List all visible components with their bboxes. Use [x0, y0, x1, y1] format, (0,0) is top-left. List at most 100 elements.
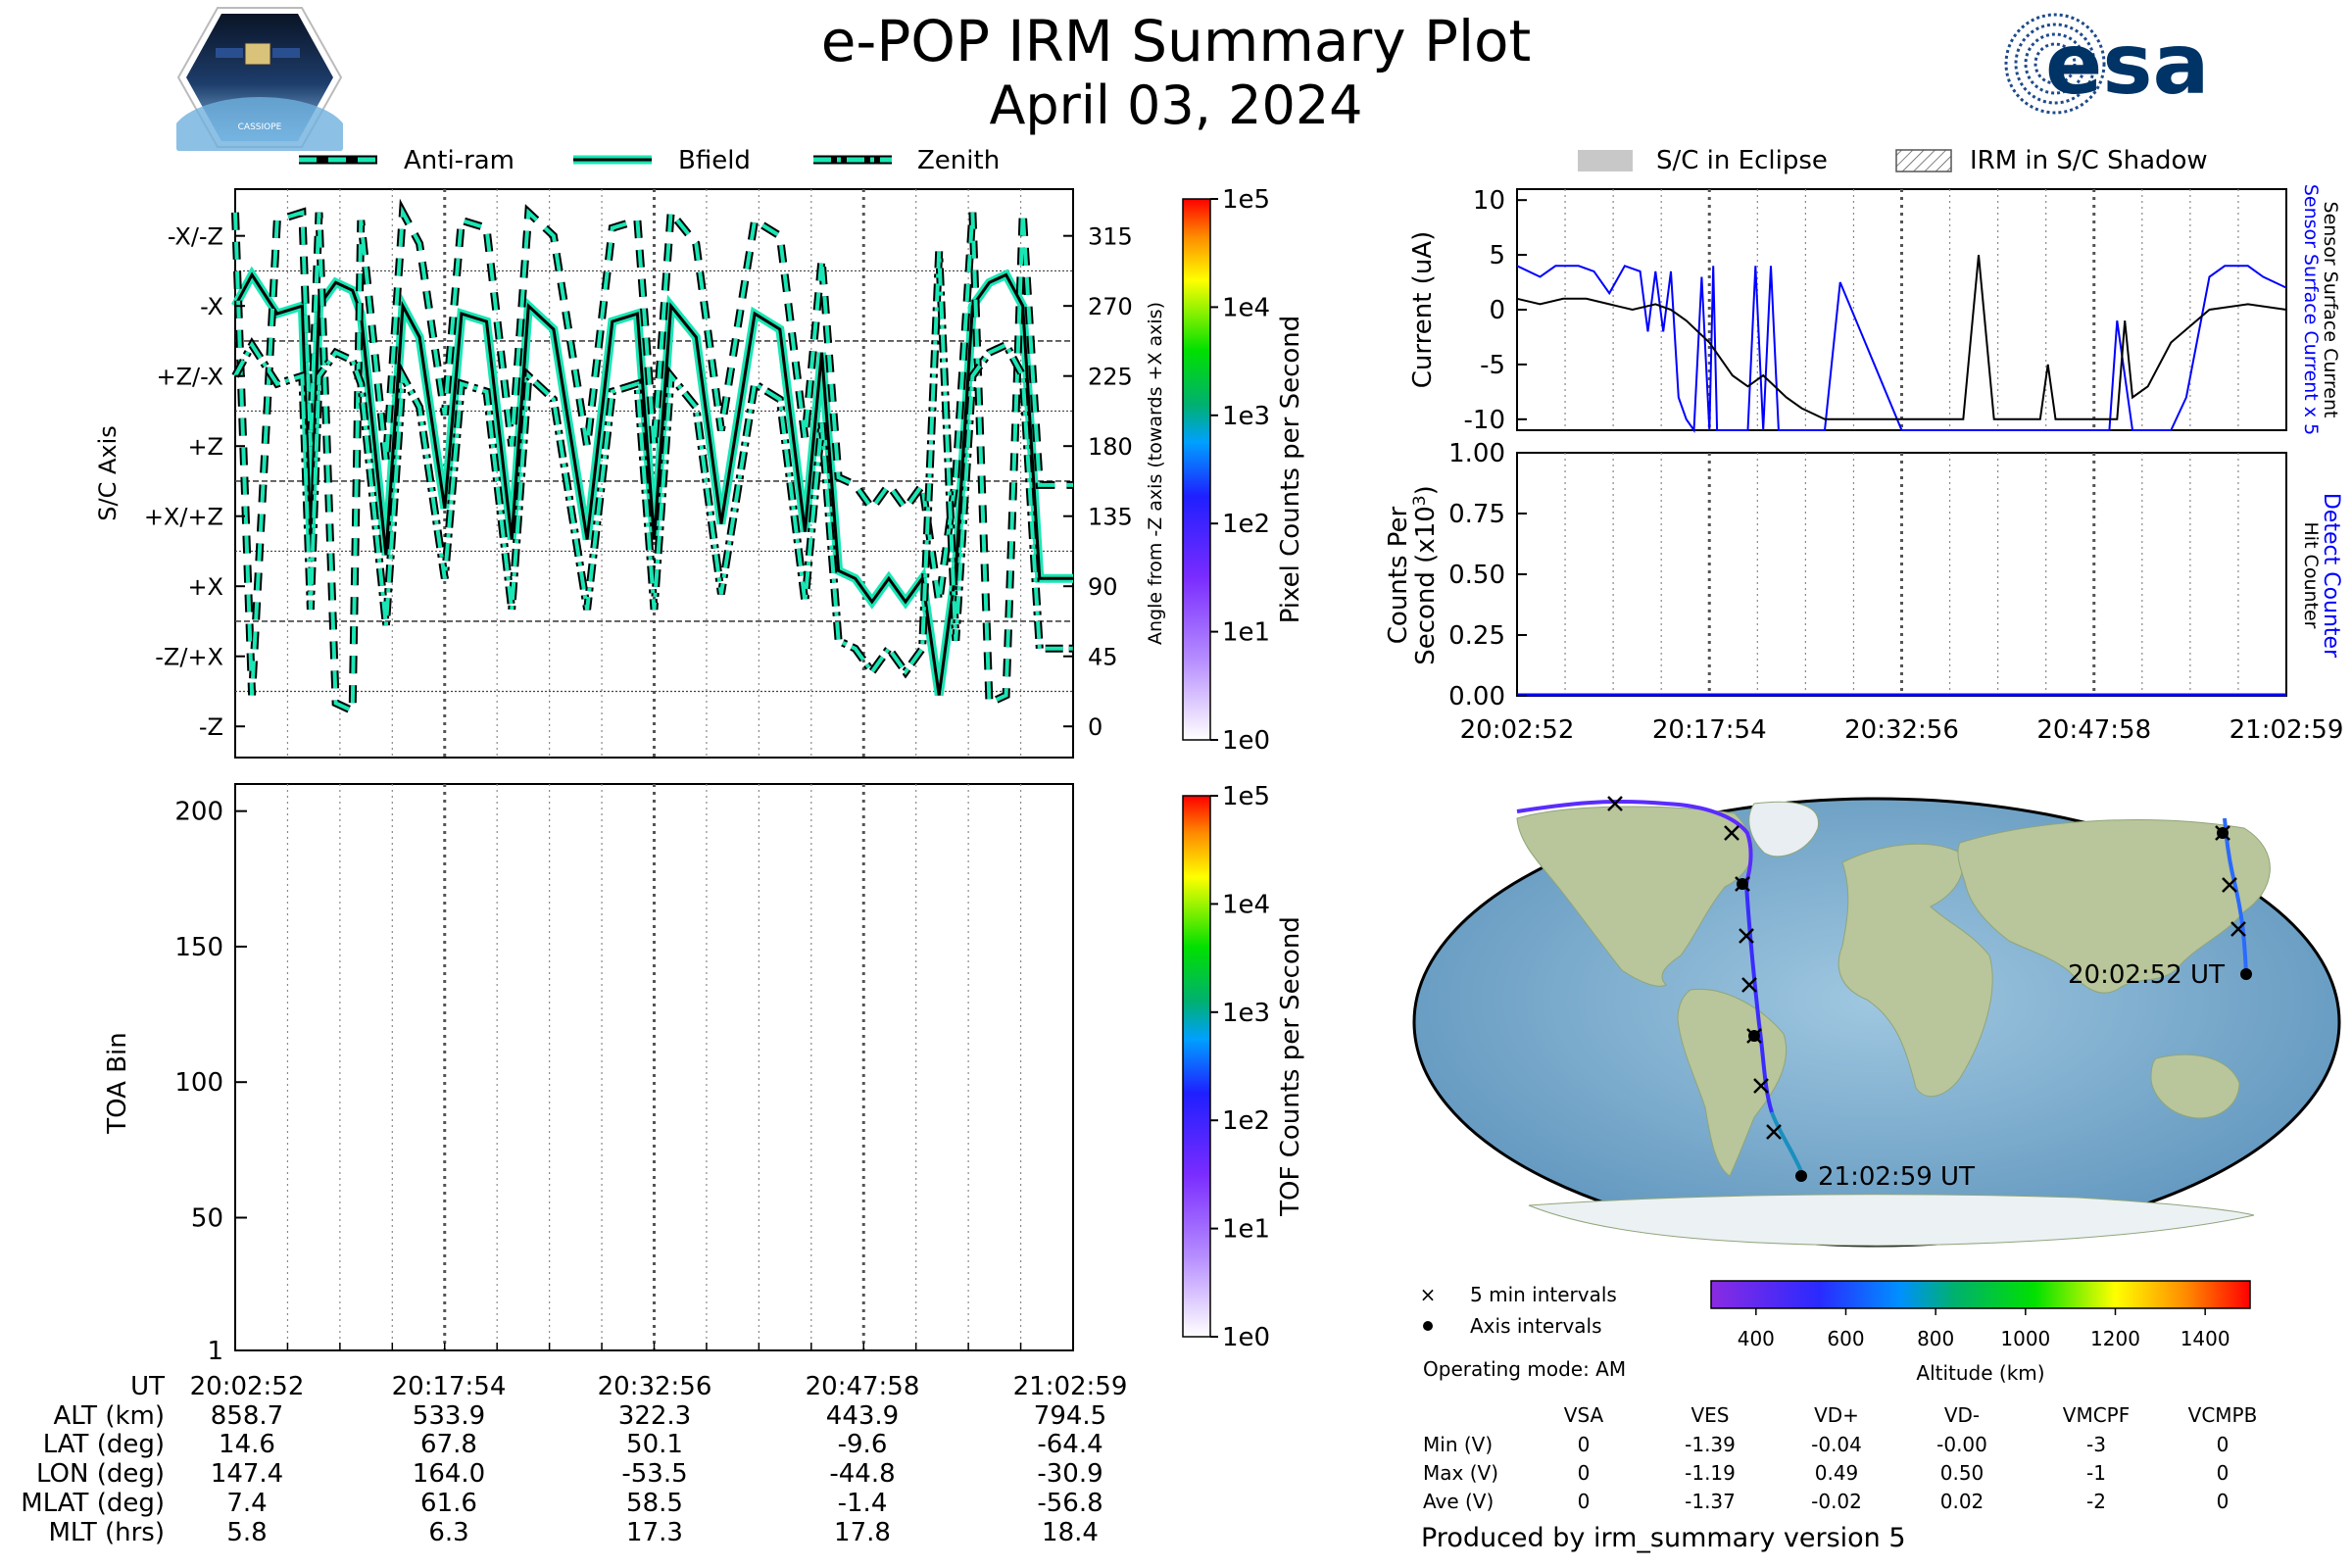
interval-cross	[1739, 928, 1754, 944]
map-end-label: 21:02:59 UT	[1818, 1162, 1975, 1192]
toa-tick-label: 200	[174, 798, 223, 827]
legend-shadow: IRM in S/C Shadow	[1970, 146, 2208, 175]
counts-panel: 1.00 0.75 0.50 0.25 0.00 20:02:52 20:17:54 20:…	[1384, 439, 2343, 745]
altitude-tick-label: 1400	[2180, 1327, 2230, 1350]
orbit-track-segment-2	[1744, 883, 1774, 1113]
ephemeris-cell: 164.0	[413, 1459, 485, 1489]
toa-tick-label: 150	[174, 933, 223, 962]
ephemeris-cell: 50.1	[626, 1430, 683, 1459]
current-ylabel: Current (uA)	[1408, 231, 1438, 388]
voltage-header: VES	[1690, 1403, 1729, 1427]
current-tick-label: -10	[1464, 406, 1505, 435]
map-start-label: 20:02:52 UT	[2068, 960, 2225, 990]
axis-interval-dot	[1737, 878, 1748, 890]
colorbar-tick-label: 1e4	[1222, 890, 1270, 919]
colorbar-tick-label: 1e0	[1222, 726, 1270, 756]
voltage-cell: -3	[2086, 1433, 2106, 1456]
ephemeris-cell: 20:17:54	[392, 1372, 507, 1401]
antarctica-shape	[1528, 1194, 2255, 1247]
ephemeris-cell: 58.5	[626, 1489, 683, 1518]
ephemeris-cell: -1.4	[838, 1489, 888, 1518]
legend-axis-intervals: Axis intervals	[1470, 1314, 1602, 1338]
toa-ylabel: TOA Bin	[103, 1032, 132, 1134]
voltage-cell: -1.19	[1685, 1461, 1736, 1485]
sc-axis-tick-label: +X/+Z	[144, 504, 223, 531]
ephemeris-cell: 322.3	[618, 1401, 691, 1431]
bfield-line	[233, 271, 1073, 696]
legend-bfield: Bfield	[678, 146, 751, 175]
sc-axis-right-label: Angle from -Z axis (towards +X axis)	[1145, 302, 1166, 645]
time-tick-label: 20:02:52	[1460, 715, 1575, 745]
interval-cross	[1766, 1124, 1782, 1140]
angle-tick-label: 135	[1088, 504, 1133, 531]
sc-axis-panel: -X/-Z 315 -X 270 +Z/-X 225 +Z 180 +X/+Z 135 +X 90 -Z…	[94, 188, 1166, 759]
time-tick-label: 20:32:56	[1844, 715, 1959, 745]
sc-axis-tick-label: +Z	[187, 433, 223, 461]
ephemeris-header: LON (deg)	[36, 1459, 165, 1489]
sensor-current-line	[1516, 255, 2287, 420]
ephemeris-cell: 533.9	[413, 1401, 485, 1431]
ephemeris-header: MLAT (deg)	[21, 1489, 165, 1518]
ephemeris-cell: -44.8	[829, 1459, 895, 1489]
voltage-row-label: Min (V)	[1423, 1433, 1493, 1456]
page-title: e-POP IRM Summary Plot	[820, 8, 1532, 74]
angle-tick-label: 225	[1088, 364, 1133, 391]
counts-tick-label: 1.00	[1448, 439, 1505, 468]
voltage-table: VSA VES VD+ VD- VMCPF VCMPB Min (V) 0 -1.39 -0.04…	[1423, 1403, 2257, 1513]
altitude-colorbar: 400 600 800 1000 1200 1400 Altitude (km)	[1710, 1280, 2251, 1385]
legend-zenith: Zenith	[917, 146, 1000, 175]
voltage-row-label: Max (V)	[1423, 1461, 1498, 1485]
ephemeris-header: LAT (deg)	[43, 1430, 165, 1459]
angle-tick-label: 0	[1088, 713, 1102, 741]
map-legend: × 5 min intervals Axis intervals Operati…	[1420, 1283, 1626, 1381]
altitude-tick-label: 600	[1827, 1327, 1864, 1350]
voltage-cell: 0.02	[1940, 1490, 1984, 1513]
sc-axis-tick-label: -X	[200, 293, 223, 320]
altitude-colorbar-label: Altitude (km)	[1916, 1361, 2044, 1385]
colorbar-tick-label: 1e5	[1222, 782, 1270, 811]
ephemeris-cell: 20:32:56	[598, 1372, 712, 1401]
voltage-cell: -1	[2086, 1461, 2106, 1485]
axis-interval-dot	[2240, 968, 2252, 980]
voltage-cell: 0	[2217, 1461, 2230, 1485]
sc-axis-legend: Anti-ram Bfield Zenith	[299, 146, 1000, 175]
axis-interval-dot	[2217, 827, 2229, 839]
ephemeris-cell: 20:02:52	[190, 1372, 305, 1401]
sc-axis-tick-label: -X/-Z	[168, 223, 223, 251]
voltage-header: VSA	[1564, 1403, 1604, 1427]
colorbar-tick-label: 1e4	[1222, 293, 1270, 322]
pixel-colorbar: 1e0 1e1 1e2 1e3 1e4 1e5 Pixel Counts per Seco…	[1182, 185, 1305, 756]
altitude-tick-label: 1200	[2090, 1327, 2140, 1350]
interval-cross	[2222, 877, 2237, 893]
tof-colorbar: 1e0 1e1 1e2 1e3 1e4 1e5 TOF Counts per Second	[1182, 782, 1305, 1352]
ephemeris-cell: 443.9	[826, 1401, 899, 1431]
time-tick-label: 20:47:58	[2036, 715, 2151, 745]
angle-tick-label: 180	[1088, 433, 1133, 461]
voltage-cell: -2	[2086, 1490, 2106, 1513]
current-panel: 10 5 0 -5 -10 Current (uA) Sensor Surface Cu…	[1408, 184, 2341, 435]
colorbar-tick-label: 1e3	[1222, 999, 1270, 1028]
ephemeris-cell: 61.6	[420, 1489, 477, 1518]
ephemeris-cell: 17.3	[626, 1518, 683, 1547]
colorbar-tick-label: 1e2	[1222, 510, 1270, 539]
colorbar-tick-label: 1e3	[1222, 402, 1270, 431]
sensor-current-x5-line	[1516, 265, 2287, 433]
interval-cross	[1724, 825, 1740, 841]
tof-colorbar-label: TOF Counts per Second	[1276, 916, 1305, 1217]
ephemeris-header: ALT (km)	[53, 1401, 165, 1431]
counts-tick-label: 0.00	[1448, 682, 1505, 711]
voltage-cell: -0.00	[1936, 1433, 1987, 1456]
current-right-label-blue: Sensor Surface Current x 5	[2300, 184, 2322, 435]
voltage-cell: -1.37	[1685, 1490, 1736, 1513]
toa-tick-label: 100	[174, 1068, 223, 1098]
current-right-label-black: Sensor Surface Current	[2320, 202, 2341, 418]
voltage-cell: 0	[2217, 1433, 2230, 1456]
altitude-tick-label: 1000	[2000, 1327, 2050, 1350]
voltage-cell: -1.39	[1685, 1433, 1736, 1456]
orbit-track-segment-4	[2223, 817, 2248, 975]
pixel-colorbar-label: Pixel Counts per Second	[1276, 316, 1305, 624]
interval-cross	[2230, 921, 2246, 937]
altitude-tick-label: 400	[1738, 1327, 1775, 1350]
